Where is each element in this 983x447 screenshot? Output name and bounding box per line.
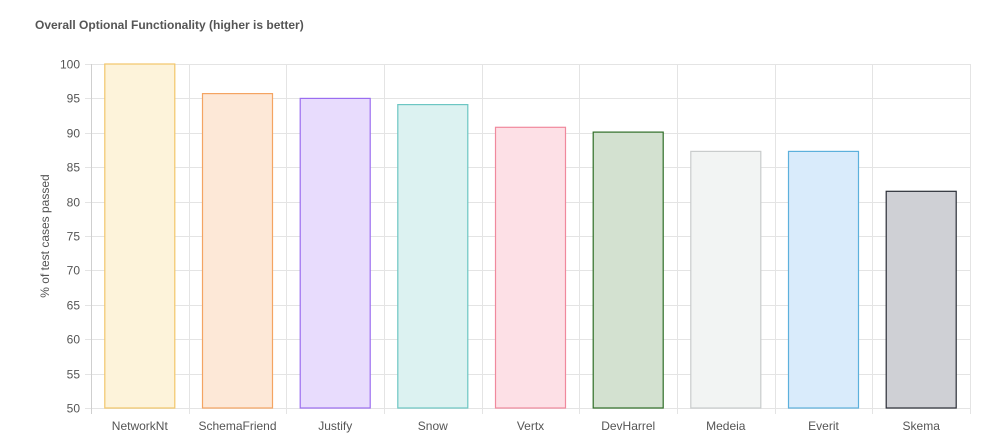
x-tick-label: NetworkNt <box>112 419 169 433</box>
x-tick-label: Vertx <box>517 419 544 433</box>
bar-networknt[interactable] <box>104 63 176 409</box>
chart-title: Overall Optional Functionality (higher i… <box>35 18 304 32</box>
y-tick-label: 85 <box>67 161 81 175</box>
y-tick-label: 90 <box>67 127 81 141</box>
x-tick-label: Skema <box>903 419 941 433</box>
y-tick-label: 70 <box>67 264 81 278</box>
bar-schemafriend[interactable] <box>201 92 274 409</box>
x-tick-label: Snow <box>418 419 448 433</box>
bar-skema[interactable] <box>885 190 957 409</box>
x-axis-ticks: NetworkNt SchemaFriend Justify Snow Vertx Dev… <box>112 419 940 433</box>
bars <box>104 63 957 409</box>
bar-devharrel[interactable] <box>592 131 664 409</box>
y-axis-ticks: 50 55 60 65 70 75 80 85 90 95 100 <box>60 58 80 416</box>
x-tick-label: Justify <box>318 419 352 433</box>
bar-vertx[interactable] <box>494 126 567 409</box>
x-tick-label: Everit <box>808 419 839 433</box>
y-tick-label: 65 <box>67 299 81 313</box>
bar-medeia[interactable] <box>690 150 762 409</box>
y-axis-title: % of test cases passed <box>38 174 52 297</box>
bar-everit[interactable] <box>787 150 860 409</box>
bar-snow[interactable] <box>397 103 469 409</box>
bar-justify[interactable] <box>299 97 371 409</box>
y-tick-label: 50 <box>67 402 81 416</box>
y-tick-label: 60 <box>67 333 81 347</box>
y-tick-label: 55 <box>67 368 81 382</box>
y-tick-label: 80 <box>67 196 81 210</box>
x-tick-label: SchemaFriend <box>198 419 276 433</box>
x-tick-label: DevHarrel <box>601 419 655 433</box>
y-tick-label: 100 <box>60 58 80 72</box>
y-tick-label: 75 <box>67 230 81 244</box>
y-tick-label: 95 <box>67 92 81 106</box>
x-tick-label: Medeia <box>706 419 746 433</box>
